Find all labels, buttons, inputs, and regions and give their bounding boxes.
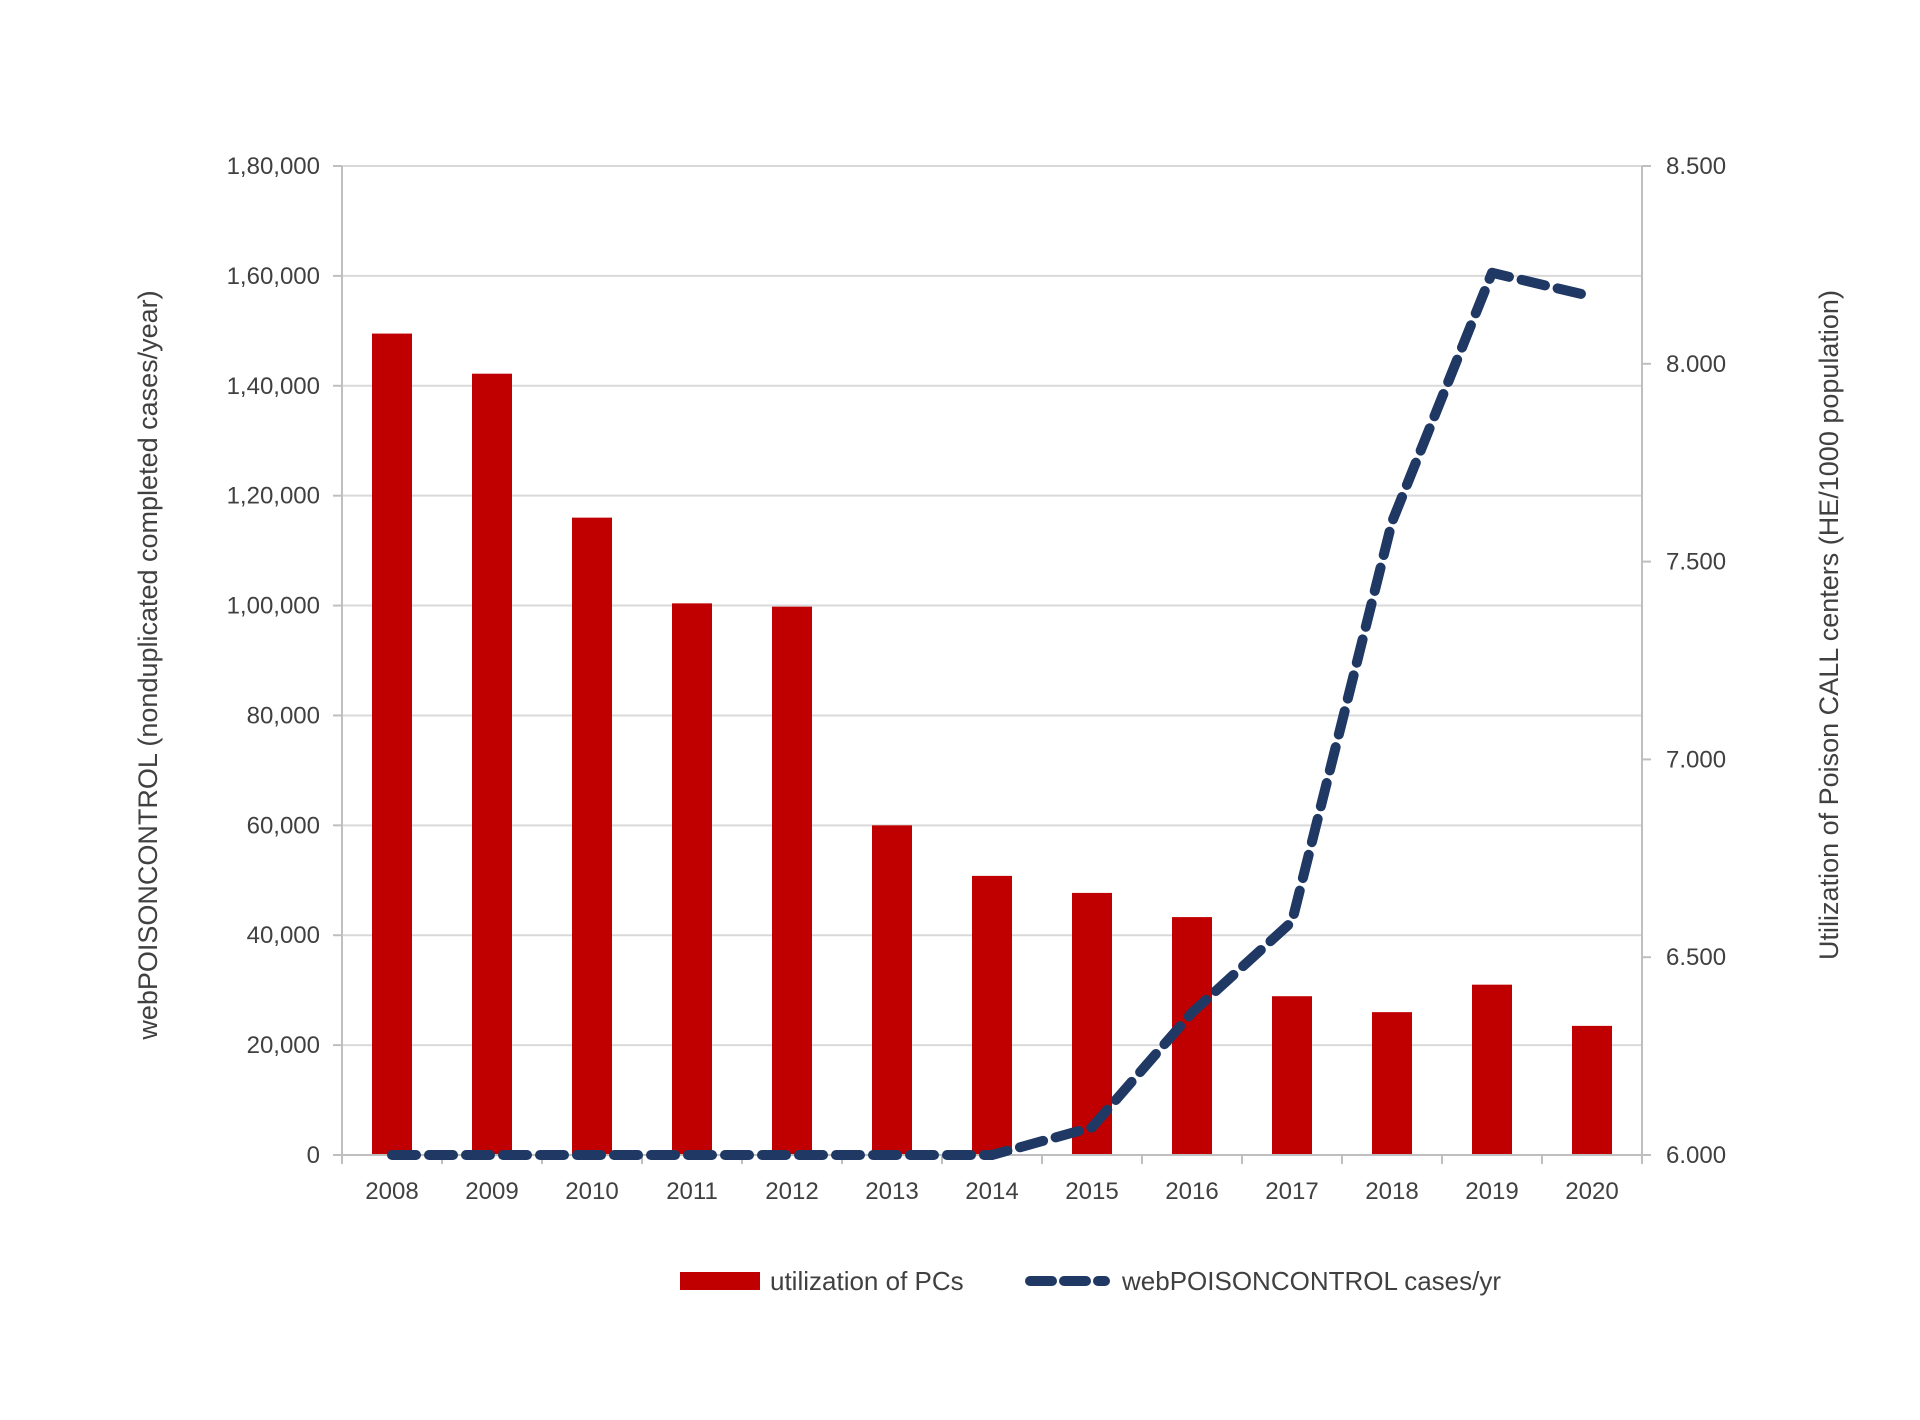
left-tick-label: 1,40,000 <box>227 373 320 400</box>
left-tick-label: 40,000 <box>247 922 320 949</box>
gridlines <box>342 165 1642 1047</box>
line-series-path <box>387 267 1597 1160</box>
bar-series <box>372 333 1612 1155</box>
right-tick-label: 8.000 <box>1666 351 1726 378</box>
right-tick-label: 8.500 <box>1666 153 1726 180</box>
tick-labels: 0 20,000 40,000 60,000 80,000 1,00,000 1,20,00… <box>227 153 1726 1205</box>
left-tick-label: 1,00,000 <box>227 593 320 620</box>
x-tick-label: 2011 <box>666 1178 718 1205</box>
x-tick-label: 2018 <box>1365 1178 1418 1205</box>
left-tick-label: 1,60,000 <box>227 263 320 290</box>
x-tick-label: 2009 <box>465 1178 518 1205</box>
left-tick-label: 0 <box>307 1142 320 1169</box>
x-tick-label: 2008 <box>365 1178 418 1205</box>
bar <box>672 603 712 1155</box>
right-tick-label: 7.000 <box>1666 746 1726 773</box>
bar <box>972 875 1012 1155</box>
x-tick-label: 2016 <box>1165 1178 1218 1205</box>
right-tick-label: 7.500 <box>1666 549 1726 576</box>
left-tick-label: 20,000 <box>247 1032 320 1059</box>
x-tick-label: 2019 <box>1465 1178 1518 1205</box>
left-axis-title: webPOISONCONTROL (nonduplicated complete… <box>133 290 163 1040</box>
bar <box>1272 996 1312 1155</box>
bar <box>1472 984 1512 1155</box>
bar <box>772 606 812 1155</box>
x-tick-label: 2014 <box>965 1178 1018 1205</box>
legend-swatch-bar <box>680 1272 760 1290</box>
right-axis-title: Utilization of Poison CALL centers (HE/1… <box>1814 290 1844 960</box>
x-tick-label: 2020 <box>1565 1178 1618 1205</box>
legend-label-line: webPOISONCONTROL cases/yr <box>1121 1266 1501 1296</box>
right-tick-label: 6.000 <box>1666 1142 1726 1169</box>
bar <box>472 373 512 1155</box>
x-tick-label: 2012 <box>765 1178 818 1205</box>
legend: utilization of PCs webPOISONCONTROL case… <box>680 1266 1501 1296</box>
bar <box>1172 917 1212 1155</box>
left-tick-label: 80,000 <box>247 702 320 729</box>
x-tick-label: 2015 <box>1065 1178 1118 1205</box>
line-series <box>387 267 1597 1160</box>
bar <box>1372 1012 1412 1155</box>
bar <box>872 825 912 1155</box>
right-tick-label: 6.500 <box>1666 944 1726 971</box>
x-tick-label: 2017 <box>1265 1178 1318 1205</box>
left-tick-label: 1,80,000 <box>227 153 320 180</box>
bar <box>1572 1025 1612 1155</box>
legend-label-bar: utilization of PCs <box>770 1266 964 1296</box>
bar <box>372 333 412 1155</box>
bar <box>572 517 612 1155</box>
x-tick-label: 2013 <box>865 1178 918 1205</box>
left-tick-label: 60,000 <box>247 812 320 839</box>
x-tick-label: 2010 <box>565 1178 618 1205</box>
left-tick-label: 1,20,000 <box>227 483 320 510</box>
